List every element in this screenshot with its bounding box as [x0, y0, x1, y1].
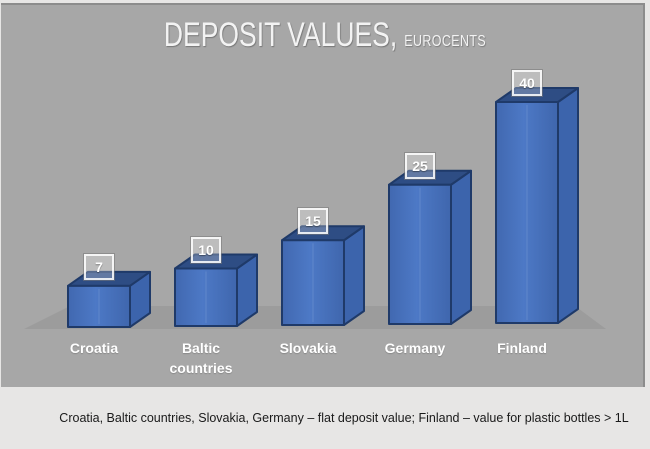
category-label-croatia: Croatia — [69, 340, 119, 356]
value-label-finland: 40 — [512, 70, 542, 96]
caption-bar: Croatia, Baltic countries, Slovakia, Ger… — [0, 387, 650, 449]
caption-text: Croatia, Baltic countries, Slovakia, Ger… — [59, 411, 629, 425]
value-label-slovakia: 15 — [298, 208, 328, 235]
chart-title-main: DEPOSIT VALUES, — [163, 16, 398, 54]
value-label-germany: 25 — [405, 152, 435, 179]
chart-panel — [1, 3, 645, 387]
value-label-croatia: 7 — [84, 253, 114, 280]
chart-title: DEPOSIT VALUES, EUROCENTS — [72, 18, 579, 52]
category-label-baltic-countries: Baltic countries — [169, 340, 233, 376]
value-label-baltic-countries: 10 — [191, 236, 221, 263]
category-label-germany: Germany — [384, 340, 446, 356]
category-label-finland: Finland — [497, 340, 547, 356]
category-label-slovakia: Slovakia — [279, 340, 337, 356]
chart-title-unit: EUROCENTS — [404, 33, 487, 50]
